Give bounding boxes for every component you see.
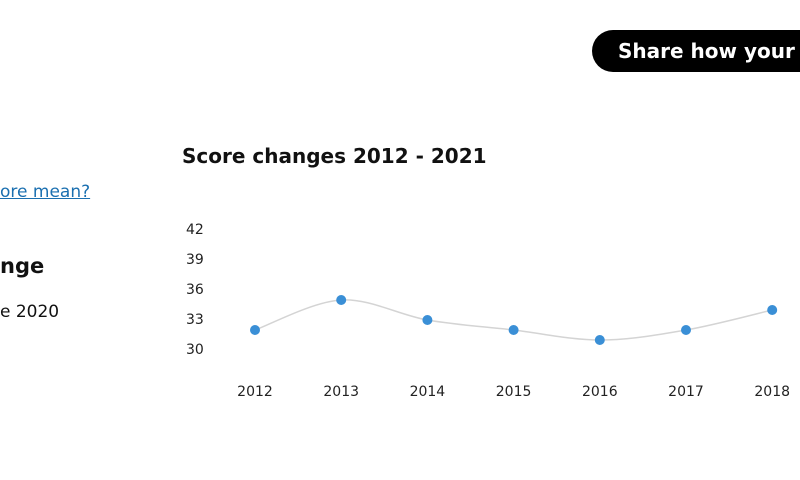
x-tick-label: 2014 [410, 384, 446, 400]
x-tick-label: 2012 [237, 384, 273, 400]
chart-title: Score changes 2012 - 2021 [182, 144, 487, 168]
x-tick-label: 2013 [323, 384, 359, 400]
point [594, 335, 605, 345]
sidebar-heading: nge [0, 254, 45, 278]
x-tick-label: 2016 [582, 384, 618, 400]
x-tick-label: 2017 [668, 384, 704, 400]
point [250, 325, 260, 335]
y-tick-label: 39 [186, 252, 204, 268]
x-tick-label: 2015 [496, 384, 532, 400]
point [767, 305, 778, 315]
point [336, 295, 347, 305]
share-button[interactable]: Share how your c [592, 30, 800, 72]
point [422, 315, 433, 325]
y-tick-label: 42 [186, 222, 204, 238]
y-tick-label: 30 [186, 342, 204, 358]
sidebar-text: e 2020 [0, 302, 60, 322]
x-tick-label: 2018 [754, 384, 790, 400]
help-link[interactable]: ore mean? [0, 182, 91, 202]
point [681, 325, 691, 335]
y-tick-label: 36 [186, 282, 204, 298]
point [508, 325, 519, 335]
y-tick-label: 33 [186, 312, 204, 328]
